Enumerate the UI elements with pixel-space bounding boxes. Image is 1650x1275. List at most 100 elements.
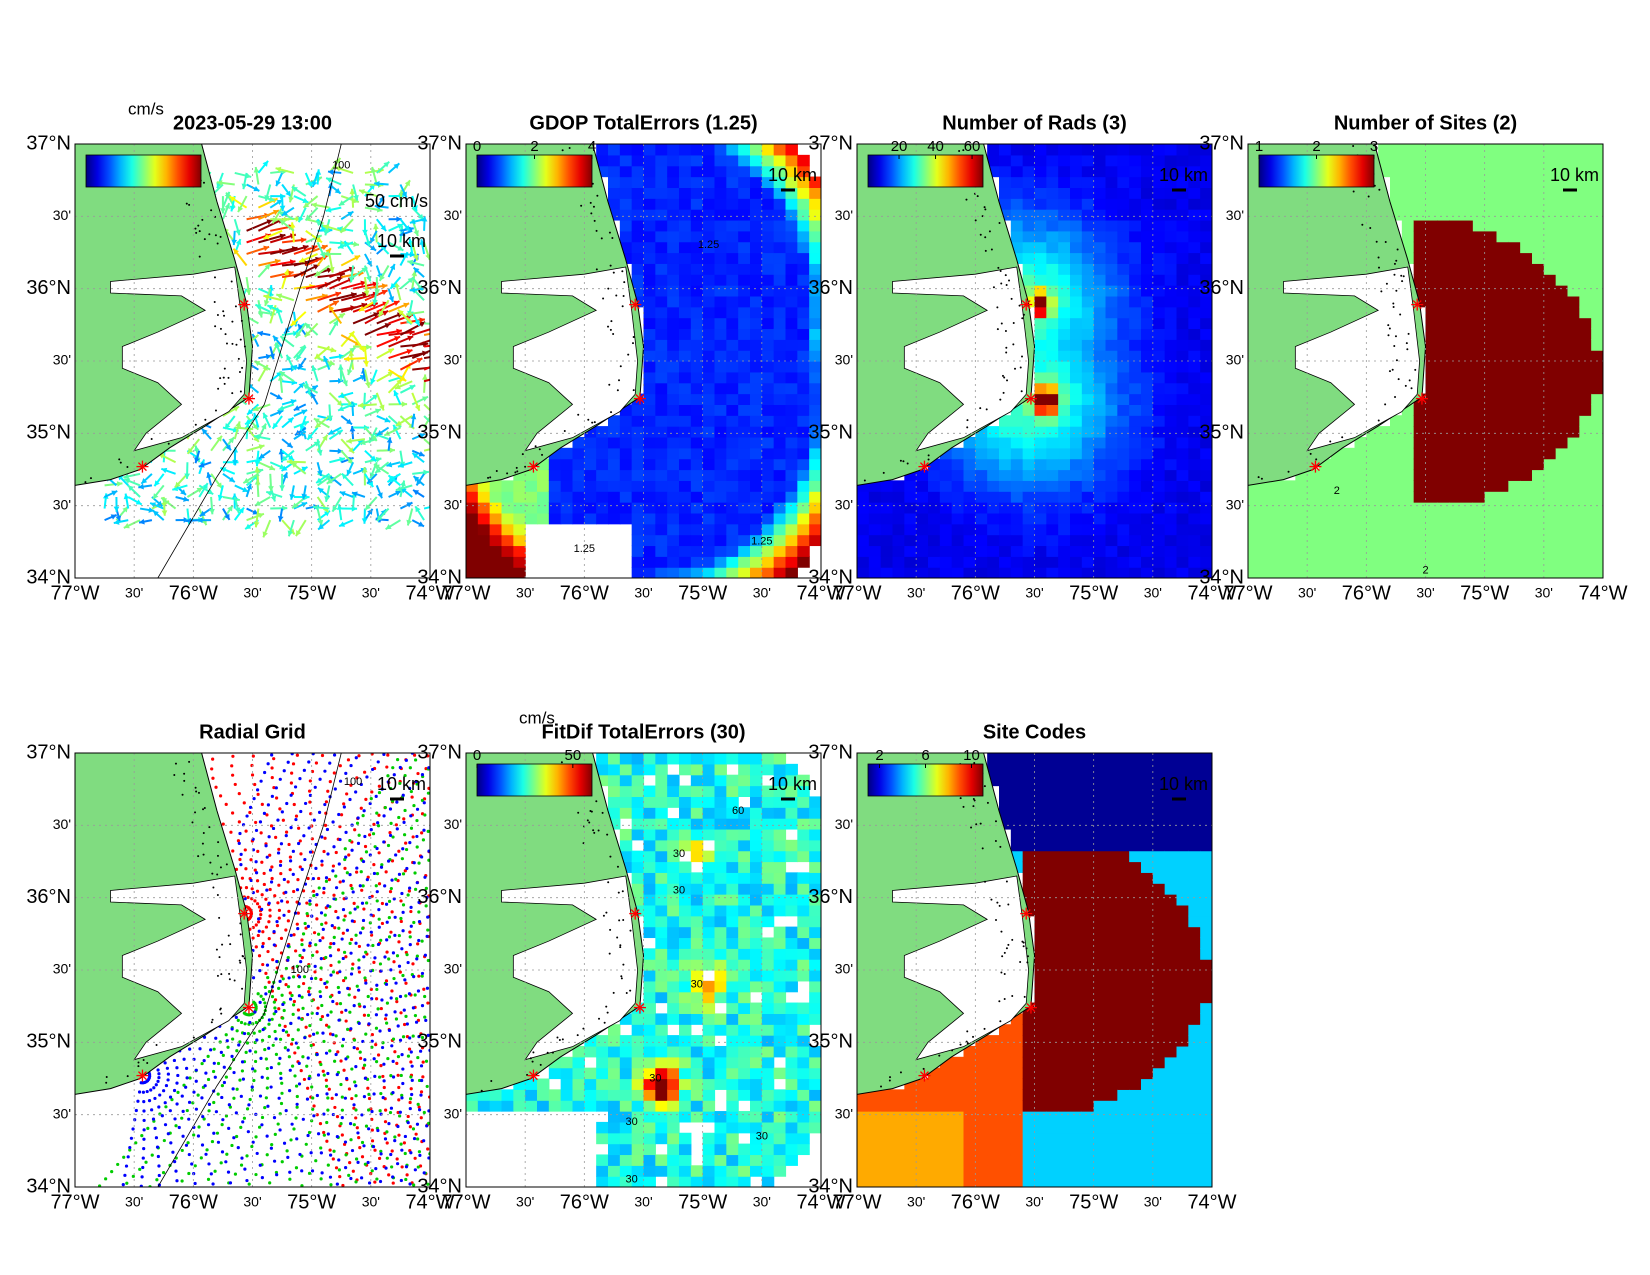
coast-detail: [1384, 241, 1387, 244]
field-cell: [1129, 512, 1142, 525]
field-cell: [1484, 241, 1498, 254]
grid-point: [338, 825, 342, 829]
field-cell: [785, 556, 798, 568]
field-cell: [1058, 209, 1071, 221]
field-cell: [1567, 230, 1580, 243]
site-marker: [137, 462, 147, 472]
vector-head: [267, 304, 274, 311]
field-cell: [1330, 447, 1344, 460]
grid-point: [413, 1014, 418, 1018]
field-cell: [928, 534, 941, 547]
coast-detail: [1315, 458, 1318, 461]
field-cell: [631, 480, 645, 492]
field-cell: [1567, 241, 1580, 254]
site-marker: [1417, 394, 1427, 404]
field-cell: [726, 382, 739, 395]
field-cell: [596, 144, 609, 156]
field-cell: [750, 339, 763, 351]
field-cell: [667, 545, 680, 557]
vector-head: [286, 458, 293, 465]
field-cell: [987, 491, 1000, 503]
grid-point: [192, 1133, 196, 1137]
field-cell: [1520, 350, 1533, 362]
grid-point: [243, 1022, 247, 1026]
field-cell: [1248, 567, 1261, 578]
grid-point: [264, 897, 268, 901]
grid-point: [401, 973, 405, 978]
grid-point: [244, 829, 248, 833]
coast-detail: [1384, 403, 1387, 406]
vector-head: [327, 415, 333, 422]
vector-head: [437, 445, 443, 451]
field-cell: [560, 458, 574, 471]
grid-point: [375, 872, 380, 876]
field-cell: [1093, 209, 1107, 221]
field-cell: [809, 317, 821, 330]
field-cell: [1591, 458, 1603, 471]
field-cell: [1093, 187, 1107, 199]
field-cell: [702, 263, 716, 275]
grid-point: [288, 868, 292, 872]
field-cell: [679, 209, 692, 221]
field-cell: [1579, 209, 1592, 221]
vector-head: [241, 183, 248, 190]
field-cell: [773, 502, 787, 514]
field-cell: [1413, 209, 1427, 221]
vector-head: [296, 354, 302, 361]
field-cell: [1543, 230, 1557, 243]
field-cell: [1117, 317, 1130, 330]
field-cell: [785, 436, 798, 449]
vector-head: [412, 205, 418, 211]
field-cell: [1484, 219, 1498, 232]
field-cell: [809, 285, 821, 297]
field-cell: [1437, 512, 1450, 525]
field-cell: [1579, 415, 1592, 427]
field-cell: [1176, 523, 1189, 536]
field-cell: [560, 502, 574, 514]
grid-point: [385, 1130, 389, 1134]
field-cell: [1579, 154, 1592, 167]
field-cell: [1484, 361, 1498, 373]
coast-detail: [587, 418, 590, 421]
field-cell: [1449, 556, 1462, 568]
field-cell: [1378, 556, 1391, 568]
coast-detail: [1375, 240, 1378, 243]
x-tick-label: 30': [516, 585, 534, 601]
field-cell: [1496, 285, 1509, 297]
coast-detail: [999, 270, 1002, 273]
field-cell: [1461, 556, 1474, 568]
scale-label: 10 km: [377, 231, 426, 251]
vector-head: [311, 202, 317, 209]
field-cell: [1022, 447, 1036, 460]
field-cell: [1081, 285, 1095, 297]
grid-point: [341, 931, 345, 935]
field-cell: [655, 426, 668, 438]
field-cell: [1152, 317, 1166, 330]
vector-head: [407, 277, 414, 284]
field-cell: [1117, 219, 1130, 232]
grid-point: [332, 1041, 336, 1045]
field-cell: [726, 241, 739, 254]
field-cell: [501, 502, 514, 514]
vector-head: [199, 510, 206, 517]
field-cell: [1413, 512, 1427, 525]
field-cell: [750, 371, 763, 384]
field-cell: [1496, 371, 1509, 384]
field-cell: [1105, 534, 1118, 547]
grid-point: [343, 866, 347, 870]
coast-detail: [1329, 440, 1332, 443]
field-cell: [1496, 263, 1509, 275]
field-cell: [1496, 350, 1509, 362]
grid-point: [388, 1110, 393, 1115]
field-cell: [987, 458, 1000, 471]
field-cell: [631, 534, 645, 547]
field-cell: [1401, 458, 1415, 471]
field-cell: [761, 306, 775, 319]
field-cell: [537, 480, 550, 492]
field-cell: [1449, 306, 1462, 319]
map-panel: 77°W 30' 76°W 30' 75°W 30' 74°W34°N30'35°N30'3…: [26, 99, 454, 604]
field-cell: [1342, 523, 1356, 536]
field-cell: [1425, 154, 1438, 167]
field-cell: [1425, 144, 1438, 156]
grid-point: [320, 1003, 324, 1008]
